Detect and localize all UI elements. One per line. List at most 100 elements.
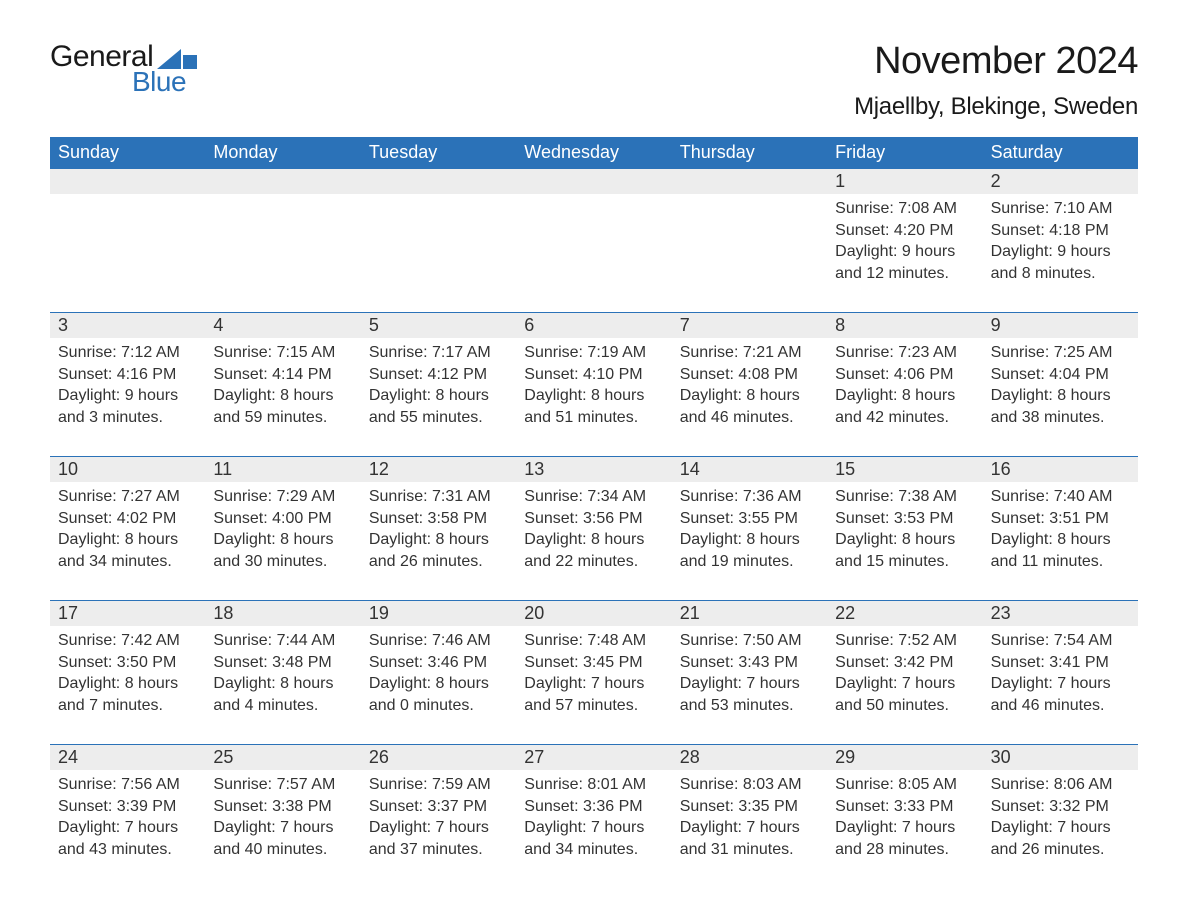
day-cell: Sunrise: 7:38 AMSunset: 3:53 PMDaylight:… <box>827 482 982 582</box>
sunrise-text: Sunrise: 7:10 AM <box>991 198 1130 220</box>
sunset-text: Sunset: 4:10 PM <box>524 364 663 386</box>
day-number: 15 <box>827 457 982 482</box>
sunrise-text: Sunrise: 7:17 AM <box>369 342 508 364</box>
day-cell: Sunrise: 7:12 AMSunset: 4:16 PMDaylight:… <box>50 338 205 438</box>
sunrise-text: Sunrise: 7:59 AM <box>369 774 508 796</box>
dow-sat: Saturday <box>983 137 1138 168</box>
week-row: 17181920212223Sunrise: 7:42 AMSunset: 3:… <box>50 600 1138 726</box>
logo: General Blue <box>50 40 197 98</box>
daylight-text: Daylight: 8 hours and 11 minutes. <box>991 529 1130 572</box>
daylight-text: Daylight: 7 hours and 50 minutes. <box>835 673 974 716</box>
day-cell <box>516 194 671 294</box>
daylight-text: Daylight: 8 hours and 46 minutes. <box>680 385 819 428</box>
sunset-text: Sunset: 3:39 PM <box>58 796 197 818</box>
day-cell: Sunrise: 7:56 AMSunset: 3:39 PMDaylight:… <box>50 770 205 870</box>
daylight-text: Daylight: 9 hours and 3 minutes. <box>58 385 197 428</box>
sunset-text: Sunset: 4:18 PM <box>991 220 1130 242</box>
sunset-text: Sunset: 3:46 PM <box>369 652 508 674</box>
day-cell: Sunrise: 7:17 AMSunset: 4:12 PMDaylight:… <box>361 338 516 438</box>
daylight-text: Daylight: 9 hours and 12 minutes. <box>835 241 974 284</box>
days-of-week-header: Sunday Monday Tuesday Wednesday Thursday… <box>50 137 1138 168</box>
sunset-text: Sunset: 3:32 PM <box>991 796 1130 818</box>
sunset-text: Sunset: 3:53 PM <box>835 508 974 530</box>
sunrise-text: Sunrise: 7:38 AM <box>835 486 974 508</box>
sunrise-text: Sunrise: 7:21 AM <box>680 342 819 364</box>
sunset-text: Sunset: 3:50 PM <box>58 652 197 674</box>
daylight-text: Daylight: 8 hours and 55 minutes. <box>369 385 508 428</box>
day-cell: Sunrise: 8:01 AMSunset: 3:36 PMDaylight:… <box>516 770 671 870</box>
dow-fri: Friday <box>827 137 982 168</box>
day-number: 11 <box>205 457 360 482</box>
sunrise-text: Sunrise: 7:42 AM <box>58 630 197 652</box>
sunrise-text: Sunrise: 7:52 AM <box>835 630 974 652</box>
dow-mon: Monday <box>205 137 360 168</box>
daylight-text: Daylight: 8 hours and 38 minutes. <box>991 385 1130 428</box>
day-cell: Sunrise: 7:54 AMSunset: 3:41 PMDaylight:… <box>983 626 1138 726</box>
day-number: 24 <box>50 745 205 770</box>
day-cell: Sunrise: 7:08 AMSunset: 4:20 PMDaylight:… <box>827 194 982 294</box>
daylight-text: Daylight: 8 hours and 59 minutes. <box>213 385 352 428</box>
day-number: 30 <box>983 745 1138 770</box>
dow-thu: Thursday <box>672 137 827 168</box>
daylight-text: Daylight: 7 hours and 43 minutes. <box>58 817 197 860</box>
day-number: 23 <box>983 601 1138 626</box>
day-number: 16 <box>983 457 1138 482</box>
week-row: 24252627282930Sunrise: 7:56 AMSunset: 3:… <box>50 744 1138 870</box>
day-number: 8 <box>827 313 982 338</box>
day-number: 21 <box>672 601 827 626</box>
dow-tue: Tuesday <box>361 137 516 168</box>
sunrise-text: Sunrise: 7:25 AM <box>991 342 1130 364</box>
day-number <box>50 169 205 194</box>
calendar: Sunday Monday Tuesday Wednesday Thursday… <box>50 137 1138 870</box>
daylight-text: Daylight: 8 hours and 42 minutes. <box>835 385 974 428</box>
daylight-text: Daylight: 7 hours and 28 minutes. <box>835 817 974 860</box>
day-cell: Sunrise: 7:25 AMSunset: 4:04 PMDaylight:… <box>983 338 1138 438</box>
day-cell: Sunrise: 7:19 AMSunset: 4:10 PMDaylight:… <box>516 338 671 438</box>
day-cell: Sunrise: 8:03 AMSunset: 3:35 PMDaylight:… <box>672 770 827 870</box>
sunset-text: Sunset: 3:41 PM <box>991 652 1130 674</box>
sunrise-text: Sunrise: 7:40 AM <box>991 486 1130 508</box>
sunset-text: Sunset: 4:16 PM <box>58 364 197 386</box>
day-number: 3 <box>50 313 205 338</box>
day-cell <box>672 194 827 294</box>
sunrise-text: Sunrise: 7:29 AM <box>213 486 352 508</box>
sunset-text: Sunset: 3:33 PM <box>835 796 974 818</box>
day-number <box>516 169 671 194</box>
sunset-text: Sunset: 3:45 PM <box>524 652 663 674</box>
daylight-text: Daylight: 9 hours and 8 minutes. <box>991 241 1130 284</box>
sunrise-text: Sunrise: 7:31 AM <box>369 486 508 508</box>
daylight-text: Daylight: 8 hours and 51 minutes. <box>524 385 663 428</box>
day-number: 9 <box>983 313 1138 338</box>
sunset-text: Sunset: 3:35 PM <box>680 796 819 818</box>
daylight-text: Daylight: 7 hours and 57 minutes. <box>524 673 663 716</box>
logo-word2: Blue <box>132 66 186 98</box>
day-cell: Sunrise: 7:46 AMSunset: 3:46 PMDaylight:… <box>361 626 516 726</box>
day-number <box>361 169 516 194</box>
day-number: 1 <box>827 169 982 194</box>
sunrise-text: Sunrise: 7:19 AM <box>524 342 663 364</box>
sunset-text: Sunset: 3:58 PM <box>369 508 508 530</box>
day-cell <box>361 194 516 294</box>
day-number: 6 <box>516 313 671 338</box>
sunrise-text: Sunrise: 7:36 AM <box>680 486 819 508</box>
day-cell <box>50 194 205 294</box>
day-number: 29 <box>827 745 982 770</box>
dow-sun: Sunday <box>50 137 205 168</box>
sunset-text: Sunset: 3:37 PM <box>369 796 508 818</box>
day-number: 20 <box>516 601 671 626</box>
title-block: November 2024 Mjaellby, Blekinge, Sweden <box>854 40 1138 121</box>
sunset-text: Sunset: 4:14 PM <box>213 364 352 386</box>
sunset-text: Sunset: 3:48 PM <box>213 652 352 674</box>
daylight-text: Daylight: 7 hours and 40 minutes. <box>213 817 352 860</box>
day-cell: Sunrise: 7:44 AMSunset: 3:48 PMDaylight:… <box>205 626 360 726</box>
daylight-text: Daylight: 8 hours and 0 minutes. <box>369 673 508 716</box>
day-cell: Sunrise: 8:05 AMSunset: 3:33 PMDaylight:… <box>827 770 982 870</box>
daylight-text: Daylight: 8 hours and 7 minutes. <box>58 673 197 716</box>
sunset-text: Sunset: 3:56 PM <box>524 508 663 530</box>
day-cell: Sunrise: 7:59 AMSunset: 3:37 PMDaylight:… <box>361 770 516 870</box>
day-cell: Sunrise: 7:48 AMSunset: 3:45 PMDaylight:… <box>516 626 671 726</box>
day-number: 26 <box>361 745 516 770</box>
day-cell: Sunrise: 7:21 AMSunset: 4:08 PMDaylight:… <box>672 338 827 438</box>
day-number: 14 <box>672 457 827 482</box>
sunrise-text: Sunrise: 7:34 AM <box>524 486 663 508</box>
